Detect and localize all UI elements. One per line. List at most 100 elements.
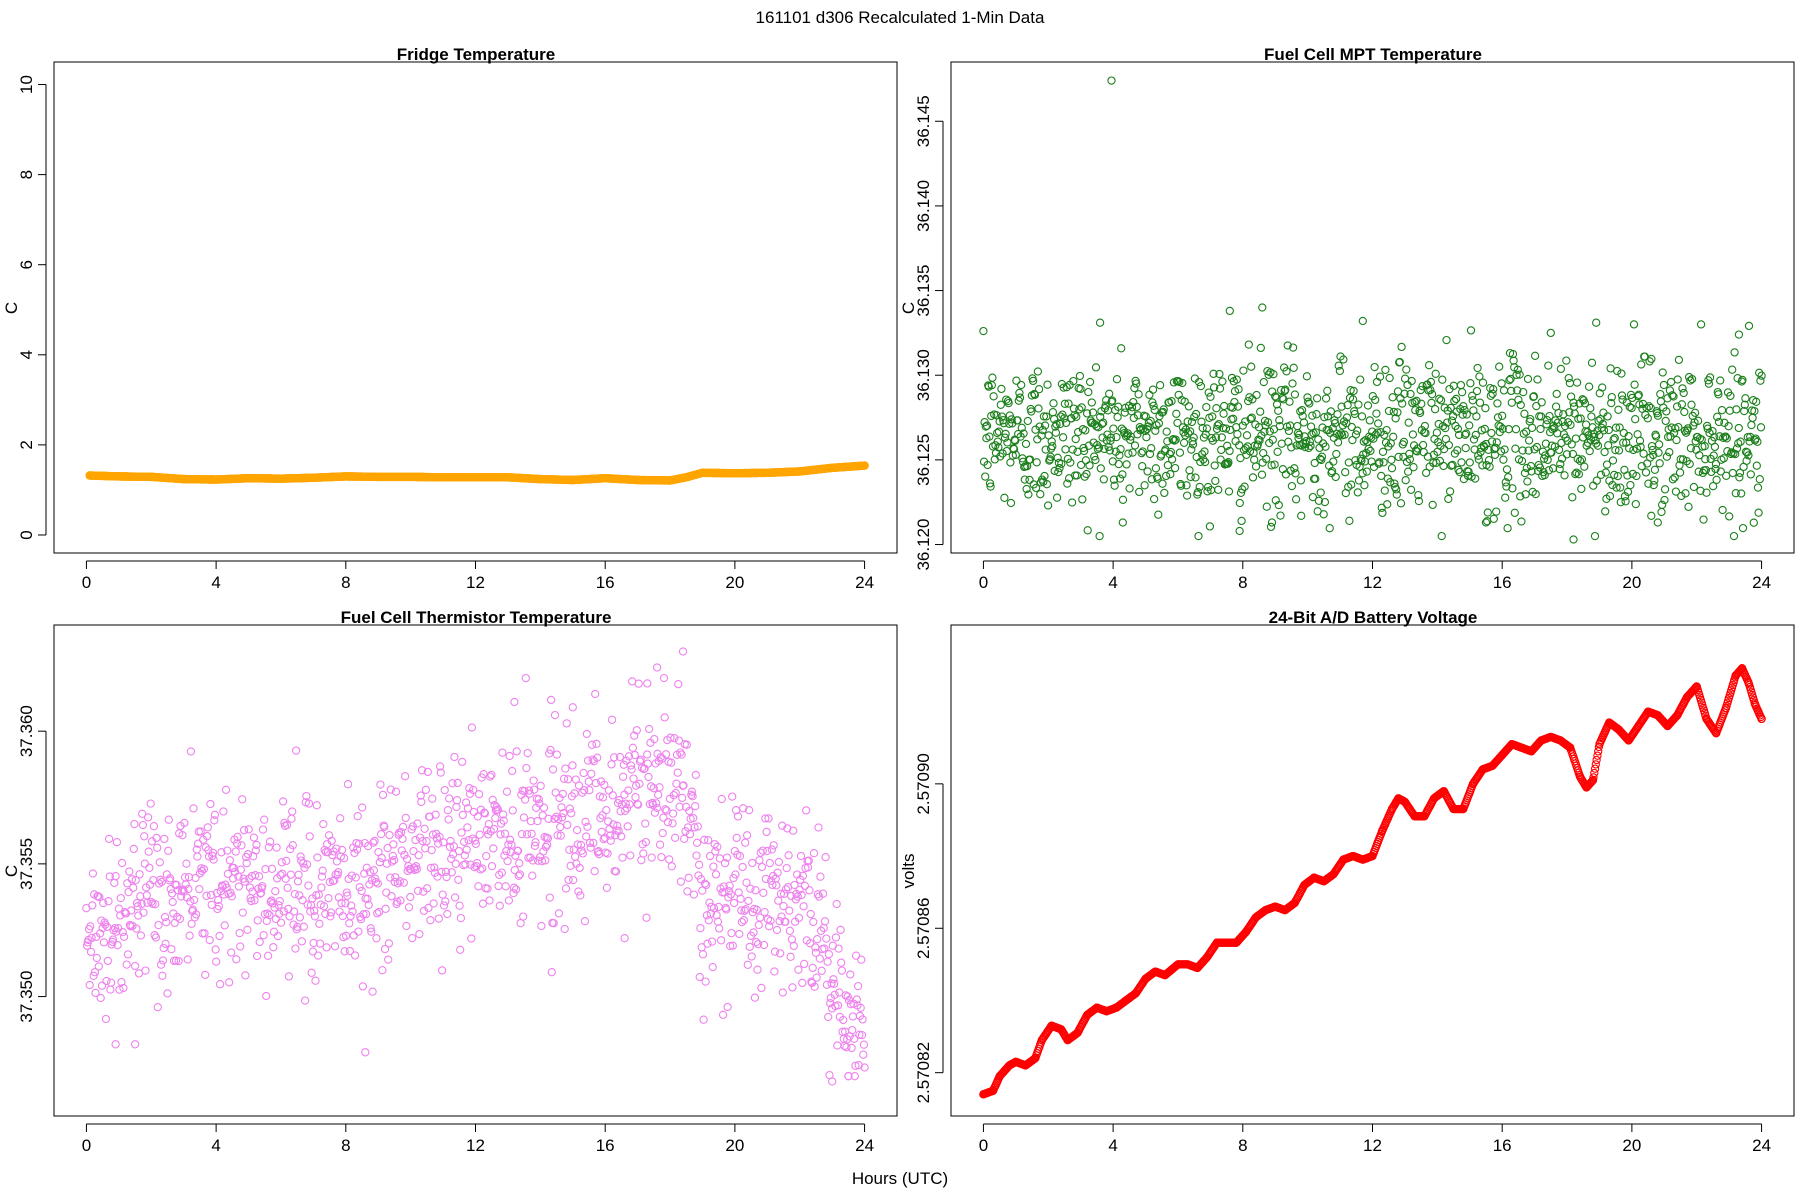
data-point <box>1418 382 1427 391</box>
data-point <box>1592 439 1601 448</box>
data-point <box>689 813 698 823</box>
data-point <box>319 819 328 829</box>
data-point <box>850 1034 859 1043</box>
data-point <box>1472 386 1482 396</box>
data-point <box>856 1003 865 1012</box>
data-point <box>802 806 811 815</box>
data-point <box>235 928 244 938</box>
data-point <box>694 860 704 869</box>
data-point <box>1278 393 1287 403</box>
data-point <box>853 981 863 991</box>
data-point <box>288 841 297 850</box>
data-point <box>580 917 590 926</box>
data-point <box>1276 385 1286 395</box>
data-point <box>1275 416 1284 425</box>
data-point <box>96 993 105 1003</box>
data-point <box>1215 369 1224 379</box>
data-point <box>185 931 194 940</box>
data-point <box>1725 512 1734 521</box>
panel-fuel-cell-mpt-temperature: Fuel Cell MPT Temperature C 0 4 8 12 16 20 243… <box>899 45 1795 592</box>
data-point <box>451 859 460 868</box>
data-point <box>318 866 327 875</box>
data-point <box>1242 431 1252 440</box>
data-point <box>264 843 273 852</box>
y-tick-label: 36.120 <box>914 519 933 571</box>
data-point <box>1744 451 1753 460</box>
data-point <box>282 856 291 866</box>
data-point <box>1159 405 1168 414</box>
data-point <box>1191 473 1200 482</box>
data-point <box>1393 408 1402 417</box>
data-point <box>981 472 990 481</box>
data-point <box>1321 442 1330 451</box>
data-point <box>778 821 787 830</box>
data-point <box>995 417 1004 426</box>
data-point <box>533 816 542 826</box>
data-point <box>1273 447 1282 456</box>
data-point <box>164 815 173 824</box>
data-point <box>480 809 490 818</box>
data-point <box>676 748 685 757</box>
data-point <box>485 772 495 781</box>
data-point <box>1240 482 1249 491</box>
data-point <box>1587 412 1596 421</box>
data-point <box>1115 451 1124 460</box>
data-point <box>1394 452 1403 462</box>
data-point <box>661 750 671 759</box>
data-point <box>422 837 431 846</box>
data-point <box>1457 388 1467 397</box>
data-point <box>1409 463 1418 472</box>
data-point <box>1431 369 1440 378</box>
x-tick-label: 8 <box>1238 573 1247 592</box>
data-point <box>1611 445 1620 455</box>
data-point <box>500 829 510 838</box>
data-point <box>487 770 496 780</box>
data-point <box>627 765 636 774</box>
data-point <box>293 877 303 886</box>
x-tick-label: 8 <box>1238 1136 1247 1155</box>
data-point <box>494 881 503 891</box>
data-point <box>366 924 375 933</box>
data-point <box>1333 438 1343 447</box>
data-point <box>315 939 325 948</box>
data-point <box>548 765 558 774</box>
data-point <box>1232 423 1241 432</box>
data-point <box>1592 755 1601 765</box>
data-point <box>567 809 576 818</box>
data-point <box>513 846 523 856</box>
data-point <box>1212 424 1222 434</box>
data-point <box>343 891 352 900</box>
data-point <box>294 870 303 879</box>
data-point <box>662 806 671 815</box>
data-point <box>1468 396 1477 405</box>
data-point <box>1052 420 1061 429</box>
data-point <box>225 856 235 865</box>
data-point <box>452 796 462 805</box>
data-point <box>796 851 806 861</box>
data-point <box>1266 522 1276 532</box>
data-point <box>420 824 429 833</box>
data-point <box>695 972 704 982</box>
data-point <box>1533 375 1542 384</box>
data-point <box>1730 348 1739 357</box>
data-point <box>1088 408 1098 417</box>
data-point <box>205 935 214 945</box>
data-point <box>389 840 398 849</box>
data-point <box>1587 358 1597 367</box>
data-point <box>387 892 396 901</box>
data-point <box>189 804 198 813</box>
data-point <box>1668 475 1678 484</box>
data-point <box>1346 386 1355 395</box>
data-point <box>487 861 497 871</box>
data-point <box>462 845 471 854</box>
data-point <box>570 852 580 861</box>
data-point <box>530 785 539 794</box>
data-point <box>523 748 532 758</box>
data-point <box>104 834 114 844</box>
data-point <box>204 845 213 855</box>
data-point <box>1025 475 1034 485</box>
data-point <box>1170 436 1179 445</box>
data-point <box>713 917 723 926</box>
data-point <box>705 898 714 907</box>
